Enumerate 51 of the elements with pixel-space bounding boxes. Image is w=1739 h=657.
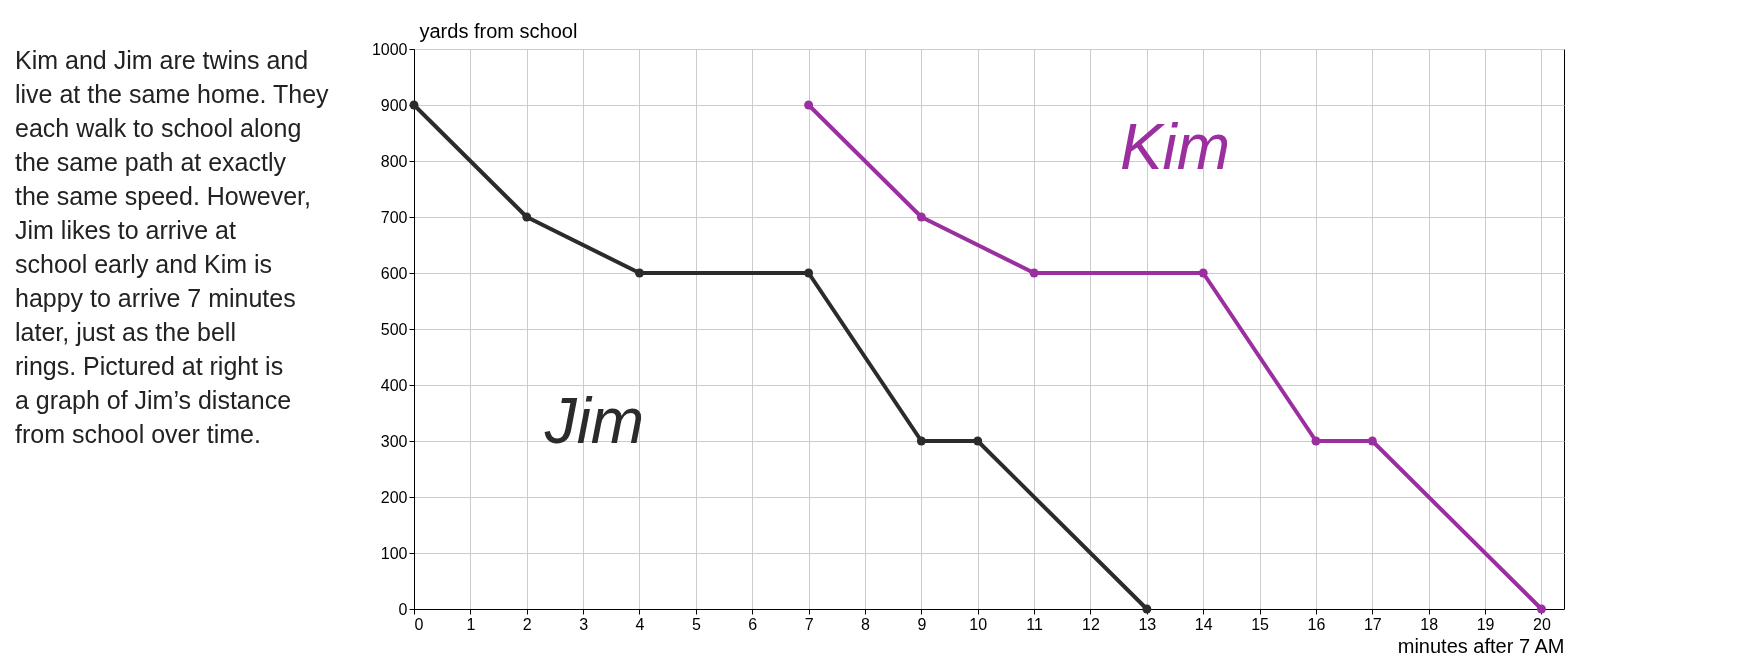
point (916, 212, 926, 222)
point (804, 268, 814, 278)
y-tick-label: 0 (398, 600, 408, 618)
y-tick-label: 1000 (371, 40, 408, 58)
x-tick-label: 14 (1194, 615, 1213, 633)
x-tick-label: 2 (522, 615, 532, 633)
point (1142, 604, 1152, 614)
x-tick-label: 3 (579, 615, 589, 633)
point (635, 268, 644, 278)
x-axis-title: minutes after 7 AM (1397, 634, 1565, 657)
y-tick-label: 100 (380, 544, 408, 562)
x-tick-label: 7 (804, 615, 814, 633)
text: Kim and Jim are twins and live at the same home. They each walk to school along the same path at exactly the same speed. However, Jim likes to arrive at school early and Kim is happy to arrive 7 minutes later, just as the bell rings. Pictured at right is a graph of Jim’s distance from school over time. (15, 46, 329, 448)
point (409, 100, 419, 110)
x-tick-label: 11 (1026, 615, 1043, 633)
point (1198, 268, 1208, 278)
y-tick-label: 900 (380, 96, 408, 114)
series-label: Kim (1119, 110, 1231, 183)
x-tick-label: 13 (1138, 615, 1157, 633)
x-tick-label: 12 (1082, 615, 1100, 633)
y-tick-label: 700 (380, 208, 408, 226)
x-tick-label: 4 (635, 615, 645, 633)
x-tick-label: 19 (1476, 615, 1495, 633)
y-tick-label: 400 (380, 376, 408, 394)
point (1536, 604, 1546, 614)
y-tick-label: 500 (380, 320, 408, 338)
y-tick-label: 600 (380, 264, 408, 282)
x-tick-label: 17 (1363, 615, 1382, 633)
y-tick-label: 200 (380, 488, 408, 506)
series-label: Jim (543, 385, 645, 458)
point (973, 436, 983, 446)
x-tick-label: 5 (691, 615, 701, 633)
x-tick-label: 10 (969, 615, 988, 633)
point (522, 212, 532, 222)
x-tick-label: 8 (861, 615, 871, 633)
x-tick-label: 1 (466, 615, 476, 633)
x-tick-label: 20 (1533, 615, 1551, 633)
y-tick-label: 800 (380, 152, 408, 170)
x-tick-label: 9 (917, 615, 927, 633)
x-tick-label: 18 (1420, 615, 1439, 633)
point (916, 436, 926, 446)
x-tick-label: 16 (1307, 615, 1326, 633)
x-tick-label: 0 (414, 615, 424, 633)
point (1029, 268, 1039, 278)
y-axis-title: yards from school (419, 19, 578, 42)
y-tick-label: 300 (380, 432, 408, 450)
x-tick-label: 6 (748, 615, 758, 633)
x-tick-label: 15 (1251, 615, 1270, 633)
point (804, 100, 814, 110)
point (1367, 436, 1377, 446)
point (1311, 436, 1321, 446)
